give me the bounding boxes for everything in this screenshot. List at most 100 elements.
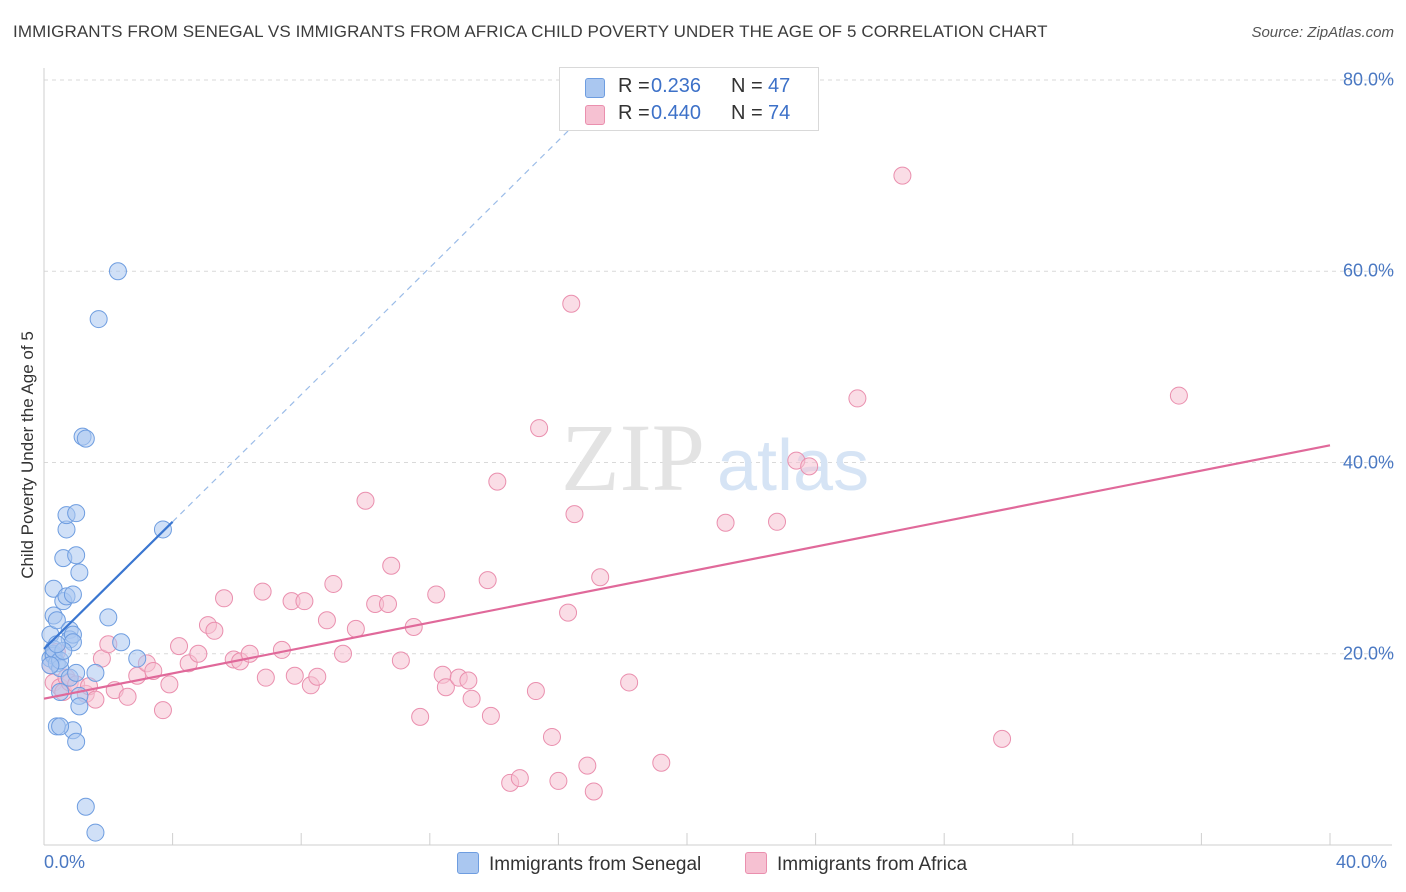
senegal-point bbox=[51, 717, 70, 736]
africa-point bbox=[591, 568, 610, 587]
africa-legend-swatch bbox=[745, 852, 767, 874]
africa-point bbox=[559, 603, 578, 622]
africa-point bbox=[346, 619, 365, 638]
africa-point bbox=[153, 701, 172, 720]
africa-point bbox=[848, 389, 867, 408]
r-label: R = bbox=[618, 75, 650, 97]
africa-point bbox=[893, 166, 912, 185]
trend-lines bbox=[43, 108, 1331, 700]
africa-point bbox=[170, 637, 189, 656]
africa-points bbox=[41, 166, 1188, 801]
chart-title: IMMIGRANTS FROM SENEGAL VS IMMIGRANTS FR… bbox=[13, 22, 1048, 41]
africa-point bbox=[379, 595, 398, 614]
axes bbox=[43, 68, 1392, 846]
n-label: N = bbox=[731, 75, 763, 97]
africa-point bbox=[391, 651, 410, 670]
africa-point bbox=[768, 512, 787, 531]
source-label: Source: ZipAtlas.com bbox=[1251, 24, 1394, 41]
senegal-point bbox=[99, 608, 118, 627]
africa-point bbox=[530, 419, 549, 438]
senegal-point bbox=[89, 310, 108, 329]
africa-point bbox=[652, 753, 671, 772]
bottom-legend-senegal: Immigrants from Senegal bbox=[457, 852, 701, 876]
africa-point bbox=[324, 574, 343, 593]
africa-point bbox=[993, 729, 1012, 748]
senegal-point bbox=[76, 429, 95, 448]
x-tick-min: 0.0% bbox=[44, 852, 86, 872]
senegal-point bbox=[153, 520, 172, 539]
senegal-point bbox=[63, 585, 82, 604]
africa-point bbox=[584, 782, 603, 801]
africa-point bbox=[86, 690, 105, 709]
africa-point bbox=[459, 671, 478, 690]
r-label: R = bbox=[618, 102, 650, 124]
africa-point bbox=[462, 689, 481, 708]
africa-point bbox=[578, 756, 597, 775]
senegal-n-value: 47 bbox=[768, 75, 791, 97]
africa-point bbox=[356, 491, 375, 510]
grid-lines bbox=[44, 79, 1392, 655]
africa-point bbox=[205, 621, 224, 640]
senegal-point bbox=[41, 656, 60, 675]
senegal-points bbox=[41, 262, 172, 842]
senegal-point bbox=[86, 823, 105, 842]
n-label: N = bbox=[731, 102, 763, 124]
africa-point bbox=[526, 682, 545, 701]
africa-point bbox=[436, 678, 455, 697]
senegal-point bbox=[112, 633, 131, 652]
africa-point bbox=[565, 505, 584, 524]
africa-swatch bbox=[585, 105, 605, 125]
watermark: ZIP atlas bbox=[561, 404, 869, 511]
africa-point bbox=[160, 675, 179, 694]
africa-point bbox=[253, 582, 272, 601]
watermark-zip: ZIP bbox=[561, 404, 705, 511]
senegal-point bbox=[70, 563, 89, 582]
senegal-point bbox=[86, 663, 105, 682]
africa-r-value: 0.440 bbox=[651, 102, 702, 124]
y-tick-label-40: 40.0% bbox=[1342, 452, 1394, 472]
africa-point bbox=[215, 589, 234, 608]
africa-point bbox=[488, 472, 507, 491]
senegal-r-value: 0.236 bbox=[651, 75, 702, 97]
africa-point bbox=[1169, 386, 1188, 405]
senegal-point bbox=[67, 504, 86, 523]
africa-point bbox=[800, 457, 819, 476]
africa-point bbox=[549, 771, 568, 790]
africa-trend-line bbox=[43, 444, 1331, 700]
africa-point bbox=[118, 687, 137, 706]
africa-legend-label: Immigrants from Africa bbox=[777, 854, 968, 875]
africa-point bbox=[295, 592, 314, 611]
senegal-point bbox=[67, 546, 86, 565]
africa-point bbox=[189, 644, 208, 663]
senegal-point bbox=[108, 262, 127, 281]
africa-point bbox=[481, 706, 500, 725]
senegal-point bbox=[47, 611, 66, 630]
y-tick-label-80: 80.0% bbox=[1342, 69, 1394, 90]
y-tick-label-60: 60.0% bbox=[1342, 260, 1394, 281]
y-tick-label-20: 20.0% bbox=[1342, 643, 1394, 664]
africa-point bbox=[285, 666, 304, 685]
bottom-legend-africa: Immigrants from Africa bbox=[745, 852, 967, 876]
africa-point bbox=[716, 513, 735, 532]
africa-point bbox=[308, 667, 327, 686]
senegal-legend-label: Immigrants from Senegal bbox=[489, 854, 702, 875]
africa-point bbox=[478, 571, 497, 590]
africa-point bbox=[562, 294, 581, 313]
africa-point bbox=[620, 673, 639, 692]
senegal-point bbox=[67, 663, 86, 682]
senegal-swatch bbox=[585, 78, 605, 98]
senegal-point bbox=[51, 683, 70, 701]
africa-point bbox=[317, 611, 336, 630]
senegal-trend-extension bbox=[172, 108, 591, 523]
africa-point bbox=[256, 668, 275, 687]
correlation-legend: R = 0.236 N = 47 R = 0.440 N = 74 bbox=[559, 67, 819, 131]
africa-point bbox=[382, 556, 401, 575]
africa-n-value: 74 bbox=[768, 102, 791, 124]
africa-point bbox=[333, 644, 352, 663]
senegal-point bbox=[67, 732, 86, 751]
senegal-point bbox=[47, 635, 66, 654]
senegal-point bbox=[76, 797, 95, 816]
senegal-trend-line bbox=[43, 521, 174, 650]
africa-point bbox=[411, 707, 430, 726]
